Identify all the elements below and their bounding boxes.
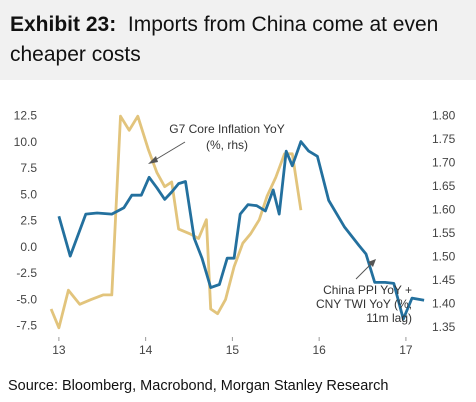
- annotation: 11m lag): [366, 311, 412, 325]
- x-tick-label: 14: [139, 343, 153, 357]
- y2-tick-label: 1.40: [432, 296, 456, 310]
- y2-tick-label: 1.75: [432, 132, 456, 146]
- source: Source: Bloomberg, Macrobond, Morgan Sta…: [8, 378, 389, 394]
- y-tick-label: 2.5: [20, 214, 37, 228]
- y-tick-label: 5.0: [20, 187, 37, 201]
- y-tick-label: 10.0: [14, 135, 38, 149]
- x-tick-label: 13: [52, 343, 66, 357]
- chart-title: Imports from China come at even cheaper …: [10, 13, 439, 66]
- header: Exhibit 23: Imports from China come at e…: [0, 0, 476, 80]
- y2-tick-label: 1.55: [432, 226, 456, 240]
- y2-tick-label: 1.45: [432, 273, 456, 287]
- y-tick-label: -5.0: [16, 292, 37, 306]
- annotation: (%, rhs): [206, 138, 248, 152]
- y-tick-label: -7.5: [16, 319, 37, 333]
- y2-tick-label: 1.50: [432, 249, 456, 263]
- arrow-head: [148, 156, 158, 164]
- annotation: G7 Core Inflation YoY: [169, 122, 284, 136]
- y2-tick-label: 1.70: [432, 155, 456, 169]
- series-line: [57, 140, 425, 321]
- y-tick-label: 12.5: [14, 109, 38, 123]
- y2-tick-label: 1.65: [432, 179, 456, 193]
- title-label: Exhibit 23:: [10, 13, 117, 36]
- x-tick-label: 17: [399, 343, 413, 357]
- x-tick-label: 15: [226, 343, 240, 357]
- x-tick-label: 16: [312, 343, 326, 357]
- y2-tick-label: 1.35: [432, 320, 456, 334]
- y2-tick-label: 1.60: [432, 202, 456, 216]
- annotation: China PPI YoY +: [323, 283, 412, 297]
- y2-tick-label: 1.80: [432, 108, 456, 122]
- y-tick-label: 7.5: [20, 161, 37, 175]
- y-tick-label: -2.5: [16, 266, 37, 280]
- arrow-head: [368, 259, 376, 267]
- series-line: [49, 114, 303, 330]
- annotation: CNY TWI YoY (%,: [316, 297, 412, 311]
- y-tick-label: 0.0: [20, 240, 37, 254]
